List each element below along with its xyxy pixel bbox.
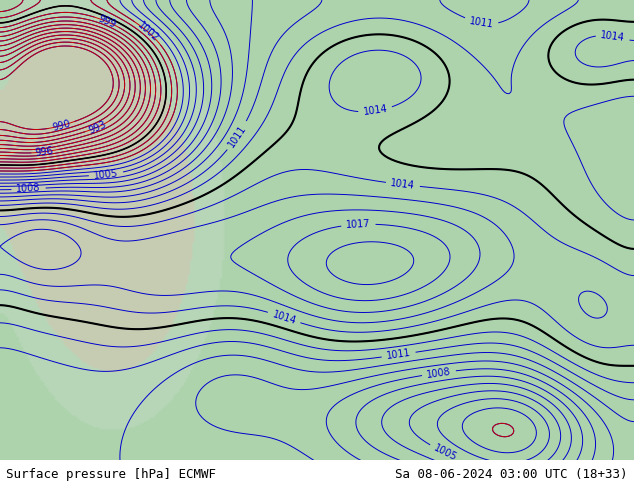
Point: [0, 486, 5, 490]
Text: 999: 999: [96, 14, 117, 30]
Point: [0, 486, 5, 490]
Text: 1005: 1005: [432, 443, 458, 463]
Text: 1008: 1008: [426, 367, 452, 380]
Text: 1014: 1014: [600, 30, 626, 43]
Point: [0, 486, 5, 490]
Point: [0, 486, 5, 490]
Text: Sa 08-06-2024 03:00 UTC (18+33): Sa 08-06-2024 03:00 UTC (18+33): [395, 468, 628, 481]
Point: [0, 486, 5, 490]
Text: 1014: 1014: [390, 178, 416, 191]
Point: [0, 486, 5, 490]
Point: [0, 486, 5, 490]
Point: [0, 486, 5, 490]
Point: [0, 486, 5, 490]
Point: [0, 486, 5, 490]
Point: [0, 486, 5, 490]
Text: 1011: 1011: [469, 16, 494, 30]
Point: [0, 486, 5, 490]
Text: 1008: 1008: [16, 183, 41, 195]
Text: 996: 996: [35, 146, 55, 158]
Point: [0, 486, 5, 490]
Point: [0, 486, 5, 490]
Point: [0, 486, 5, 490]
Point: [0, 486, 5, 490]
Text: 1005: 1005: [93, 168, 119, 181]
Point: [0, 486, 5, 490]
Point: [0, 486, 5, 490]
Point: [0, 486, 5, 490]
Text: 1002: 1002: [136, 21, 161, 44]
Text: 1011: 1011: [226, 123, 249, 149]
Point: [0, 486, 5, 490]
Point: [0, 486, 5, 490]
FancyBboxPatch shape: [0, 460, 634, 490]
Text: 1014: 1014: [363, 104, 388, 118]
Text: 1014: 1014: [271, 309, 297, 326]
Point: [0, 486, 5, 490]
Text: 1011: 1011: [386, 348, 411, 361]
Point: [0, 486, 5, 490]
Point: [0, 486, 5, 490]
Point: [0, 486, 5, 490]
Text: 990: 990: [51, 119, 72, 133]
Point: [0, 486, 5, 490]
Point: [0, 486, 5, 490]
Text: Surface pressure [hPa] ECMWF: Surface pressure [hPa] ECMWF: [6, 468, 216, 481]
Point: [0, 486, 5, 490]
Point: [0, 486, 5, 490]
Point: [0, 486, 5, 490]
Point: [0, 486, 5, 490]
Point: [0, 486, 5, 490]
Text: 1017: 1017: [346, 219, 371, 230]
Point: [0, 486, 5, 490]
Point: [0, 486, 5, 490]
Point: [0, 486, 5, 490]
Text: 993: 993: [87, 119, 108, 135]
